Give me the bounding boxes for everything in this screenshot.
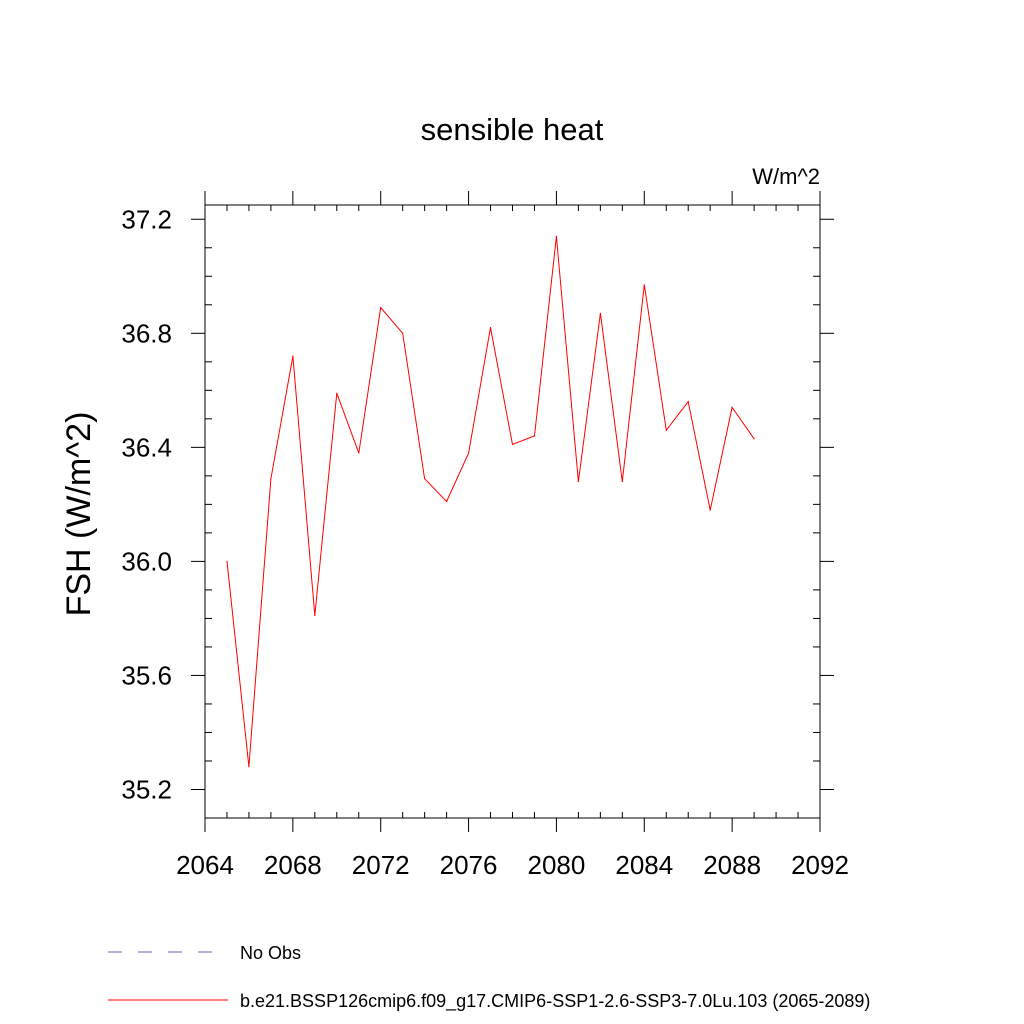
data-point xyxy=(533,435,536,437)
x-tick-label: 2092 xyxy=(791,850,849,880)
y-tick-label: 37.2 xyxy=(121,204,172,234)
y-tick-label: 36.8 xyxy=(121,318,172,348)
data-point xyxy=(248,766,250,768)
units-label: W/m^2 xyxy=(752,164,820,189)
y-tick-label: 35.2 xyxy=(121,774,172,804)
y-axis-label: FSH (W/m^2) xyxy=(60,412,98,617)
axis-tick-labels: 2064 2068 2072 2076 2080 2084 2088 2092 35.2 35.6… xyxy=(121,204,849,880)
data-point xyxy=(599,312,601,314)
data-point xyxy=(467,452,470,454)
data-point xyxy=(380,307,382,309)
data-point xyxy=(336,392,338,394)
y-tick-label: 36.4 xyxy=(121,432,172,462)
plot-frame xyxy=(204,204,821,819)
data-point xyxy=(489,327,492,329)
x-tick-label: 2064 xyxy=(176,850,234,880)
y-tick-label: 36.0 xyxy=(121,546,172,576)
data-point xyxy=(226,560,228,562)
x-tick-label: 2076 xyxy=(440,850,498,880)
data-point xyxy=(555,235,558,237)
data-point xyxy=(643,284,645,286)
legend-label: No Obs xyxy=(240,943,301,963)
data-point xyxy=(270,478,272,480)
x-tick-label: 2084 xyxy=(615,850,673,880)
data-point xyxy=(402,332,404,334)
legend: No Obs b.e21.BSSP126cmip6.f09_g17.CMIP6-S… xyxy=(108,943,870,1012)
data-point xyxy=(424,478,426,480)
x-tick-label: 2072 xyxy=(352,850,410,880)
data-point xyxy=(753,438,755,440)
chart-title: sensible heat xyxy=(421,112,604,147)
data-point xyxy=(446,500,448,503)
data-point xyxy=(709,509,711,511)
data-point xyxy=(292,355,294,357)
data-point xyxy=(314,614,316,617)
data-point xyxy=(358,452,360,454)
legend-label: b.e21.BSSP126cmip6.f09_g17.CMIP6-SSP1-2.… xyxy=(240,991,870,1012)
data-point xyxy=(731,406,733,409)
x-tick-label: 2080 xyxy=(528,850,586,880)
data-point xyxy=(511,443,514,446)
data-point xyxy=(687,401,689,403)
data-point xyxy=(621,480,623,483)
series-line xyxy=(226,236,755,767)
data-point xyxy=(665,429,667,431)
x-tick-label: 2068 xyxy=(264,850,322,880)
axis-ticks xyxy=(191,191,834,832)
y-tick-label: 35.6 xyxy=(121,660,172,690)
plot-series xyxy=(226,235,755,768)
x-tick-label: 2088 xyxy=(703,850,761,880)
data-point xyxy=(577,480,579,483)
